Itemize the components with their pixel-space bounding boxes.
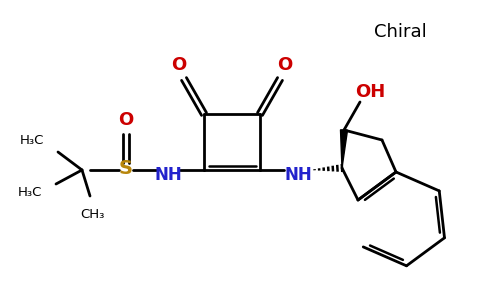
Text: OH: OH [355, 83, 385, 101]
Text: Chiral: Chiral [374, 23, 426, 41]
Text: NH: NH [284, 166, 312, 184]
Text: NH: NH [154, 166, 182, 184]
Text: H₃C: H₃C [20, 134, 44, 148]
Text: S: S [119, 160, 133, 178]
Text: H₃C: H₃C [17, 187, 42, 200]
Text: O: O [277, 56, 293, 74]
Polygon shape [341, 130, 348, 168]
Text: O: O [171, 56, 187, 74]
Text: O: O [119, 111, 134, 129]
Text: CH₃: CH₃ [80, 208, 104, 220]
